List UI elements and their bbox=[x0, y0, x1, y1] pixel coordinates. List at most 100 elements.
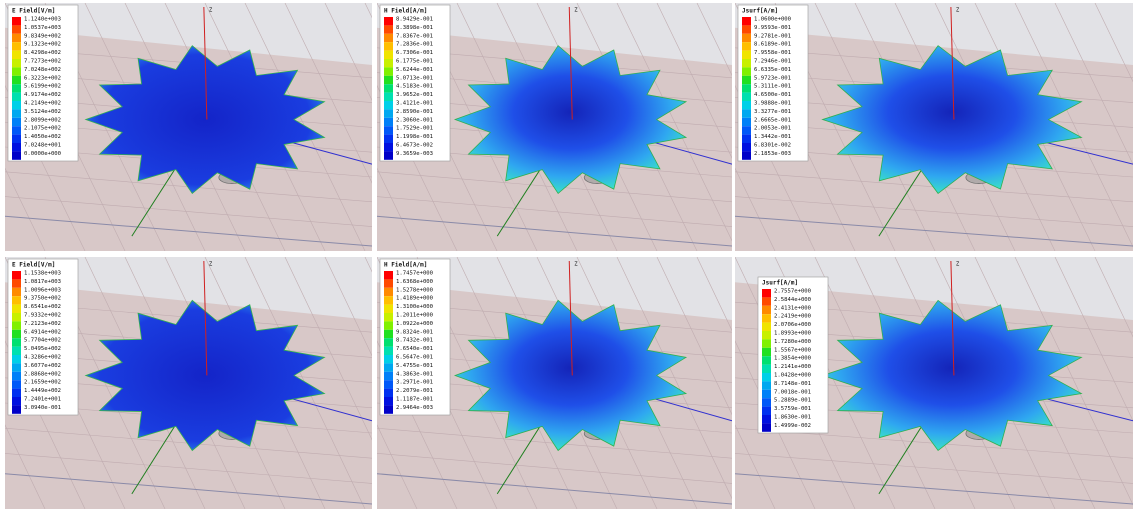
color-swatch bbox=[12, 118, 21, 126]
legend-label: 1.3100e+000 bbox=[396, 304, 433, 310]
color-swatch bbox=[762, 348, 771, 356]
legend-label: 9.3659e-003 bbox=[396, 151, 433, 157]
legend: E Field[V/m]1.1538e+0031.0817e+0031.0096… bbox=[8, 259, 78, 415]
legend: H Field[A/m]1.7457e+0001.6368e+0001.5278… bbox=[380, 259, 450, 415]
color-swatch bbox=[384, 363, 393, 371]
color-swatch bbox=[742, 135, 751, 143]
color-swatch bbox=[742, 51, 751, 59]
color-swatch bbox=[384, 151, 393, 159]
color-swatch bbox=[742, 34, 751, 42]
color-swatch bbox=[12, 126, 21, 134]
color-swatch bbox=[12, 67, 21, 75]
color-swatch bbox=[762, 323, 771, 331]
color-swatch bbox=[12, 338, 21, 346]
legend-title: E Field[V/m] bbox=[12, 8, 55, 15]
color-swatch bbox=[12, 313, 21, 321]
color-swatch bbox=[12, 76, 21, 84]
legend-label: 1.1538e+003 bbox=[24, 271, 61, 277]
color-swatch bbox=[384, 67, 393, 75]
legend-label: 7.6540e-001 bbox=[396, 346, 433, 352]
legend-label: 3.5759e-001 bbox=[774, 406, 811, 412]
color-swatch bbox=[384, 118, 393, 126]
legend-label: 9.8349e+002 bbox=[24, 33, 61, 39]
legend-label: 1.6368e+000 bbox=[396, 279, 433, 285]
legend-label: 3.4121e-001 bbox=[396, 101, 433, 107]
legend-label: 6.7306e-001 bbox=[396, 50, 433, 56]
color-swatch bbox=[742, 101, 751, 109]
legend-label: 3.0940e-001 bbox=[24, 405, 61, 411]
color-swatch bbox=[384, 59, 393, 67]
color-swatch bbox=[12, 17, 21, 25]
legend-label: 1.7457e+000 bbox=[396, 271, 433, 277]
color-swatch bbox=[762, 306, 771, 314]
legend-label: 5.9723e-001 bbox=[754, 75, 791, 81]
color-swatch bbox=[12, 279, 21, 287]
color-swatch bbox=[742, 151, 751, 159]
legend-label: 8.6541e+002 bbox=[24, 304, 61, 310]
color-swatch bbox=[12, 380, 21, 388]
color-swatch bbox=[12, 271, 21, 279]
legend-label: 8.6189e-001 bbox=[754, 42, 791, 48]
color-swatch bbox=[384, 25, 393, 33]
legend-label: 1.4050e+002 bbox=[24, 134, 61, 140]
legend-label: 7.0248e+001 bbox=[24, 143, 61, 149]
legend-label: 2.6665e-001 bbox=[754, 117, 791, 123]
color-swatch bbox=[742, 76, 751, 84]
legend-label: 9.2781e-001 bbox=[754, 33, 791, 39]
legend-label: 3.9652e-001 bbox=[396, 92, 433, 98]
color-swatch bbox=[384, 355, 393, 363]
color-swatch bbox=[762, 365, 771, 373]
color-swatch bbox=[742, 59, 751, 67]
legend-label: 8.7148e-001 bbox=[774, 381, 811, 387]
color-swatch bbox=[384, 109, 393, 117]
color-swatch bbox=[384, 397, 393, 405]
color-swatch bbox=[384, 42, 393, 50]
color-swatch bbox=[12, 372, 21, 380]
legend-label: 6.6335e-001 bbox=[754, 67, 791, 73]
color-swatch bbox=[742, 42, 751, 50]
legend-title: Jsurf[A/m] bbox=[762, 280, 798, 287]
legend-label: 1.0096e+003 bbox=[24, 287, 61, 293]
legend-label: 2.0053e-001 bbox=[754, 126, 791, 132]
legend-label: 2.7557e+000 bbox=[774, 289, 811, 295]
color-swatch bbox=[384, 279, 393, 287]
legend-label: 1.5567e+000 bbox=[774, 347, 811, 353]
color-swatch bbox=[742, 126, 751, 134]
legend-label: 4.6500e-001 bbox=[754, 92, 791, 98]
color-swatch bbox=[12, 25, 21, 33]
color-swatch bbox=[12, 34, 21, 42]
legend-label: 4.3286e+002 bbox=[24, 355, 61, 361]
legend-label: 5.7704e+002 bbox=[24, 338, 61, 344]
color-swatch bbox=[12, 51, 21, 59]
legend: Jsurf[A/m]1.0600e+0009.9593e-0019.2781e-… bbox=[738, 5, 808, 161]
legend-label: 2.9464e-003 bbox=[396, 405, 433, 411]
color-swatch bbox=[12, 321, 21, 329]
color-swatch bbox=[384, 338, 393, 346]
color-swatch bbox=[384, 405, 393, 413]
legend-label: 2.5844e+000 bbox=[774, 297, 811, 303]
legend-label: 6.5647e-001 bbox=[396, 355, 433, 361]
color-swatch bbox=[384, 380, 393, 388]
floor-line bbox=[0, 3, 5, 251]
legend-label: 6.3223e+002 bbox=[24, 75, 61, 81]
color-swatch bbox=[12, 347, 21, 355]
color-swatch bbox=[742, 17, 751, 25]
legend-label: 7.8367e-001 bbox=[396, 33, 433, 39]
legend-label: 2.2079e-001 bbox=[396, 388, 433, 394]
color-swatch bbox=[384, 51, 393, 59]
color-swatch bbox=[742, 109, 751, 117]
color-swatch bbox=[762, 314, 771, 322]
legend-title: H Field[A/m] bbox=[384, 8, 427, 15]
legend-label: 7.2946e-001 bbox=[754, 59, 791, 65]
legend: Jsurf[A/m]2.7557e+0002.5844e+0002.4131e+… bbox=[758, 277, 828, 433]
legend-label: 2.8868e+002 bbox=[24, 371, 61, 377]
color-swatch bbox=[384, 288, 393, 296]
legend: E Field[V/m]1.1240e+0031.0537e+0039.8349… bbox=[8, 5, 78, 161]
legend-label: 0.0000e+000 bbox=[24, 151, 61, 157]
legend-label: 3.5124e+002 bbox=[24, 109, 61, 115]
legend-label: 1.2141e+000 bbox=[774, 364, 811, 370]
legend-label: 9.8324e-001 bbox=[396, 329, 433, 335]
legend-label: 1.0817e+003 bbox=[24, 279, 61, 285]
legend-label: 5.4755e-001 bbox=[396, 363, 433, 369]
legend-label: 9.1323e+002 bbox=[24, 42, 61, 48]
